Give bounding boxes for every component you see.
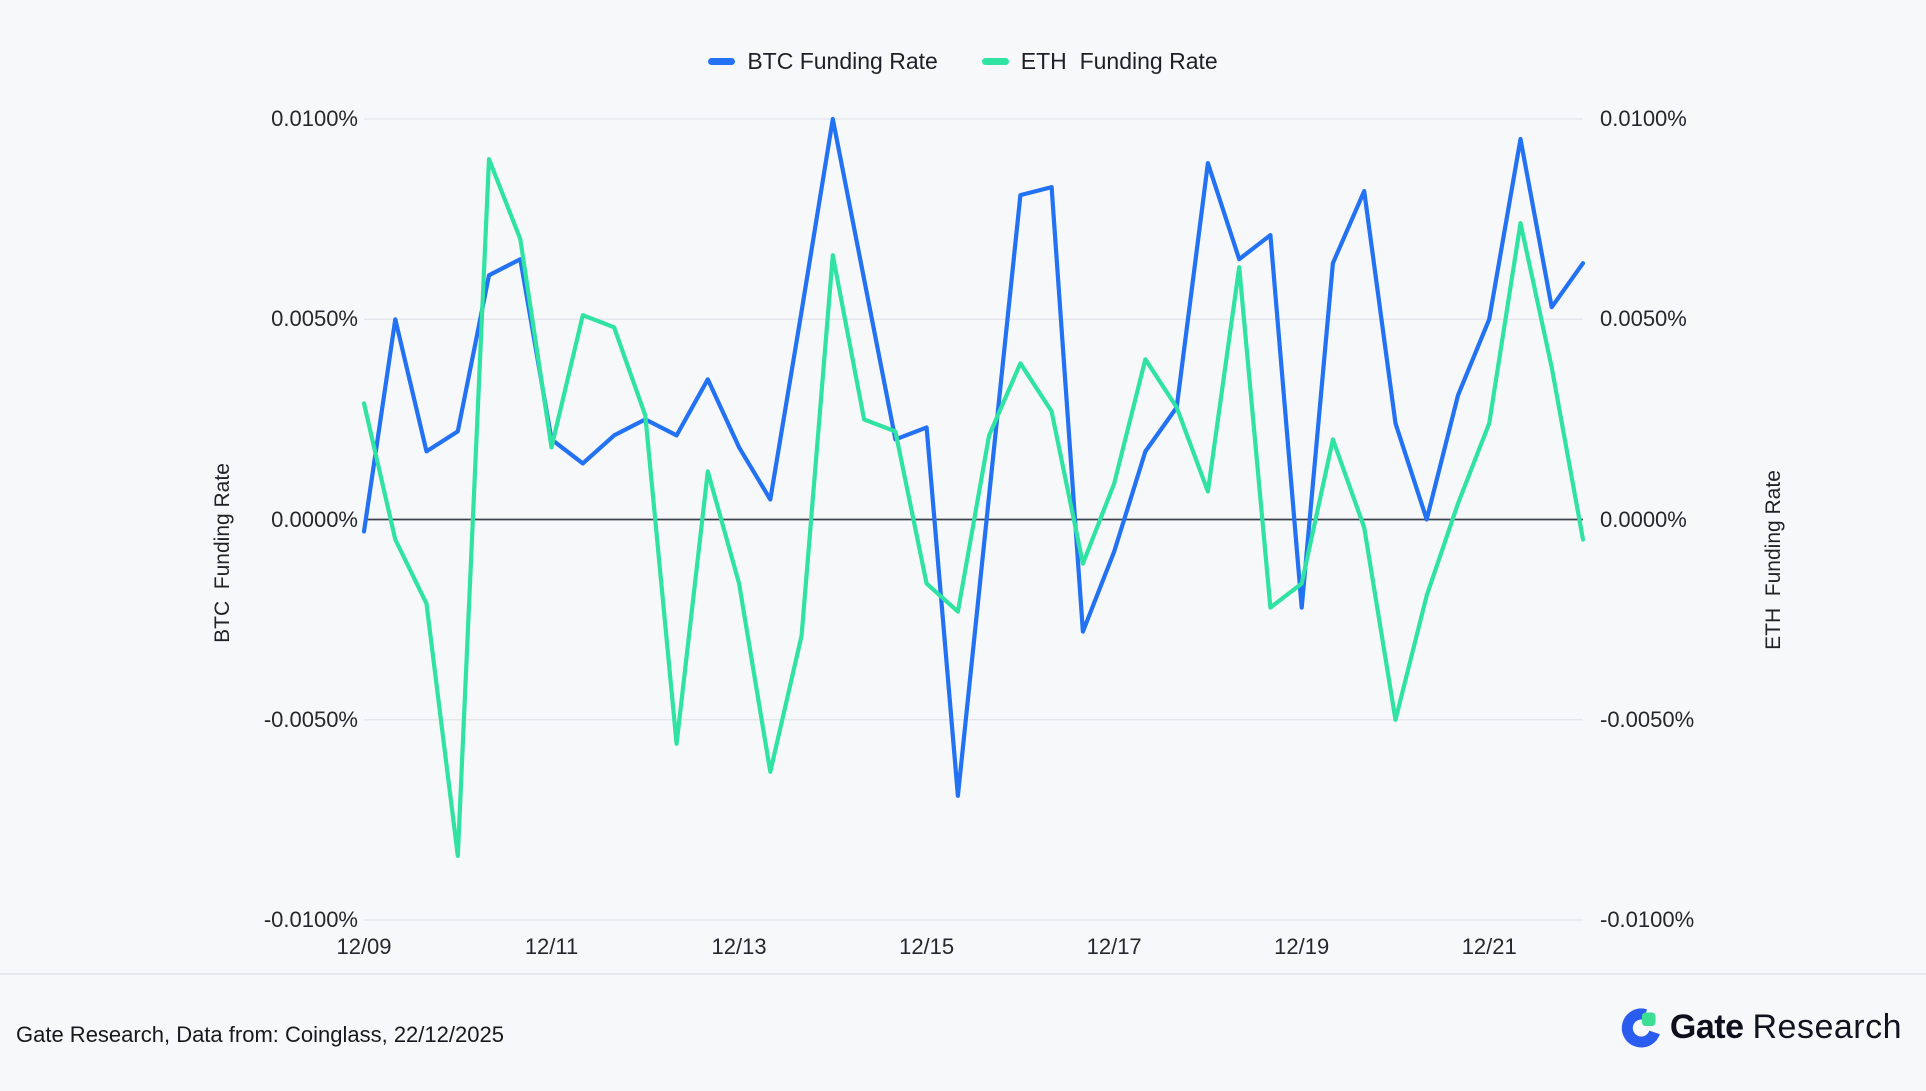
right-y-axis-tick-label: 0.0050% [1600, 306, 1687, 332]
left-y-axis-tick-label: -0.0100% [263, 907, 358, 932]
legend-item-btc: BTC Funding Rate [708, 47, 938, 75]
chart-legend: BTC Funding Rate ETH Funding Rate [0, 46, 1926, 76]
left-y-axis-tick-label: -0.0050% [263, 706, 358, 732]
right-y-axis-tick-label: -0.0050% [1600, 706, 1695, 732]
x-axis-tick-label: 12/09 [336, 934, 392, 959]
right-y-axis-tick-label: 0.0000% [1600, 506, 1687, 532]
x-axis-tick-label: 12/11 [524, 934, 579, 959]
right-y-axis-tick-label: -0.0100% [1600, 907, 1695, 932]
eth-funding-rate-line [361, 157, 1586, 859]
left-y-axis-tick-label: 0.0100% [271, 106, 358, 131]
data-source-text: Gate Research, Data from: Coinglass, 22/… [16, 1022, 504, 1047]
btc-legend-dash-icon [708, 57, 736, 65]
gate-research-logo: Gate Research [1619, 1004, 1902, 1050]
left-y-axis-title: BTC Funding Rate [211, 463, 234, 643]
eth-legend-label: ETH Funding Rate [1020, 47, 1218, 74]
left-y-axis-tick-label: 0.0050% [271, 306, 358, 332]
footer-divider [0, 973, 1926, 975]
right-y-axis-title: ETH Funding Rate [1762, 470, 1785, 650]
x-axis-tick-label: 12/21 [1461, 934, 1517, 959]
x-axis-tick-label: 12/13 [711, 934, 767, 959]
right-y-axis-tick-label: 0.0100% [1600, 106, 1687, 131]
btc-funding-rate-line [361, 116, 1586, 798]
eth-legend-dash-icon [981, 57, 1009, 65]
x-axis-tick-label: 12/15 [899, 934, 955, 959]
x-axis-tick-label: 12/19 [1274, 934, 1330, 959]
legend-item-eth: ETH Funding Rate [981, 47, 1218, 75]
left-y-axis-tick-label: 0.0000% [271, 506, 358, 532]
x-axis-tick-label: 12/17 [1086, 934, 1142, 959]
gate-logo-icon [1621, 1008, 1660, 1048]
btc-legend-label: BTC Funding Rate [747, 47, 938, 74]
logo-text-research: Research [1752, 1007, 1902, 1046]
logo-text-gate: Gate [1669, 1007, 1744, 1046]
